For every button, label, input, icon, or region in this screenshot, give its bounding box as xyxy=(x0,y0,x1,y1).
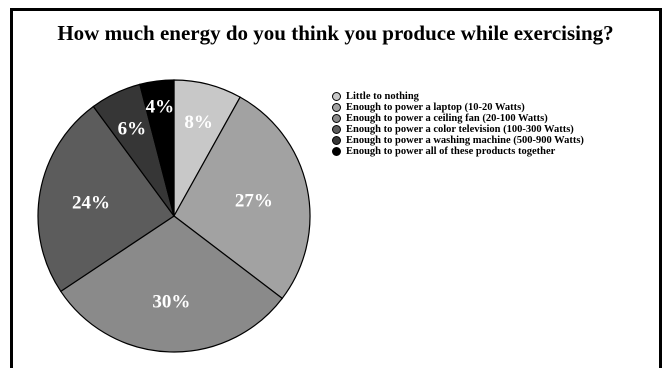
slice-label-3: 30% xyxy=(152,291,190,312)
pie-slice-4 xyxy=(37,105,175,293)
legend-item-6: Enough to power all of these products to… xyxy=(332,146,584,157)
legend-label: Enough to power a color television (100-… xyxy=(346,124,574,135)
chart-frame xyxy=(10,8,662,368)
legend: Little to nothing Enough to power a lapto… xyxy=(332,91,584,157)
legend-item-5: Enough to power a washing machine (500-9… xyxy=(332,135,584,146)
legend-label: Enough to power a ceiling fan (20-100 Wa… xyxy=(346,113,548,124)
slice-label-2: 27% xyxy=(235,190,273,211)
legend-swatch xyxy=(332,125,341,134)
slice-label-5: 6% xyxy=(118,119,147,140)
legend-item-2: Enough to power a laptop (10-20 Watts) xyxy=(332,102,584,113)
legend-swatch xyxy=(332,136,341,145)
legend-label: Enough to power all of these products to… xyxy=(346,146,556,157)
legend-item-1: Little to nothing xyxy=(332,91,584,102)
slice-label-1: 8% xyxy=(184,112,213,133)
slice-label-4: 24% xyxy=(72,192,110,213)
legend-label: Enough to power a laptop (10-20 Watts) xyxy=(346,102,525,113)
legend-swatch xyxy=(332,92,341,101)
slice-label-6: 4% xyxy=(146,96,175,117)
legend-item-3: Enough to power a ceiling fan (20-100 Wa… xyxy=(332,113,584,124)
legend-swatch xyxy=(332,147,341,156)
chart-title: How much energy do you think you produce… xyxy=(57,21,614,45)
legend-swatch xyxy=(332,114,341,123)
pie-slice-2 xyxy=(173,96,311,300)
legend-item-4: Enough to power a color television (100-… xyxy=(332,124,584,135)
pie-slice-6 xyxy=(139,79,175,217)
legend-swatch xyxy=(332,103,341,112)
legend-label: Little to nothing xyxy=(346,91,419,102)
pie-slice-3 xyxy=(59,215,284,353)
legend-label: Enough to power a washing machine (500-9… xyxy=(346,135,584,146)
